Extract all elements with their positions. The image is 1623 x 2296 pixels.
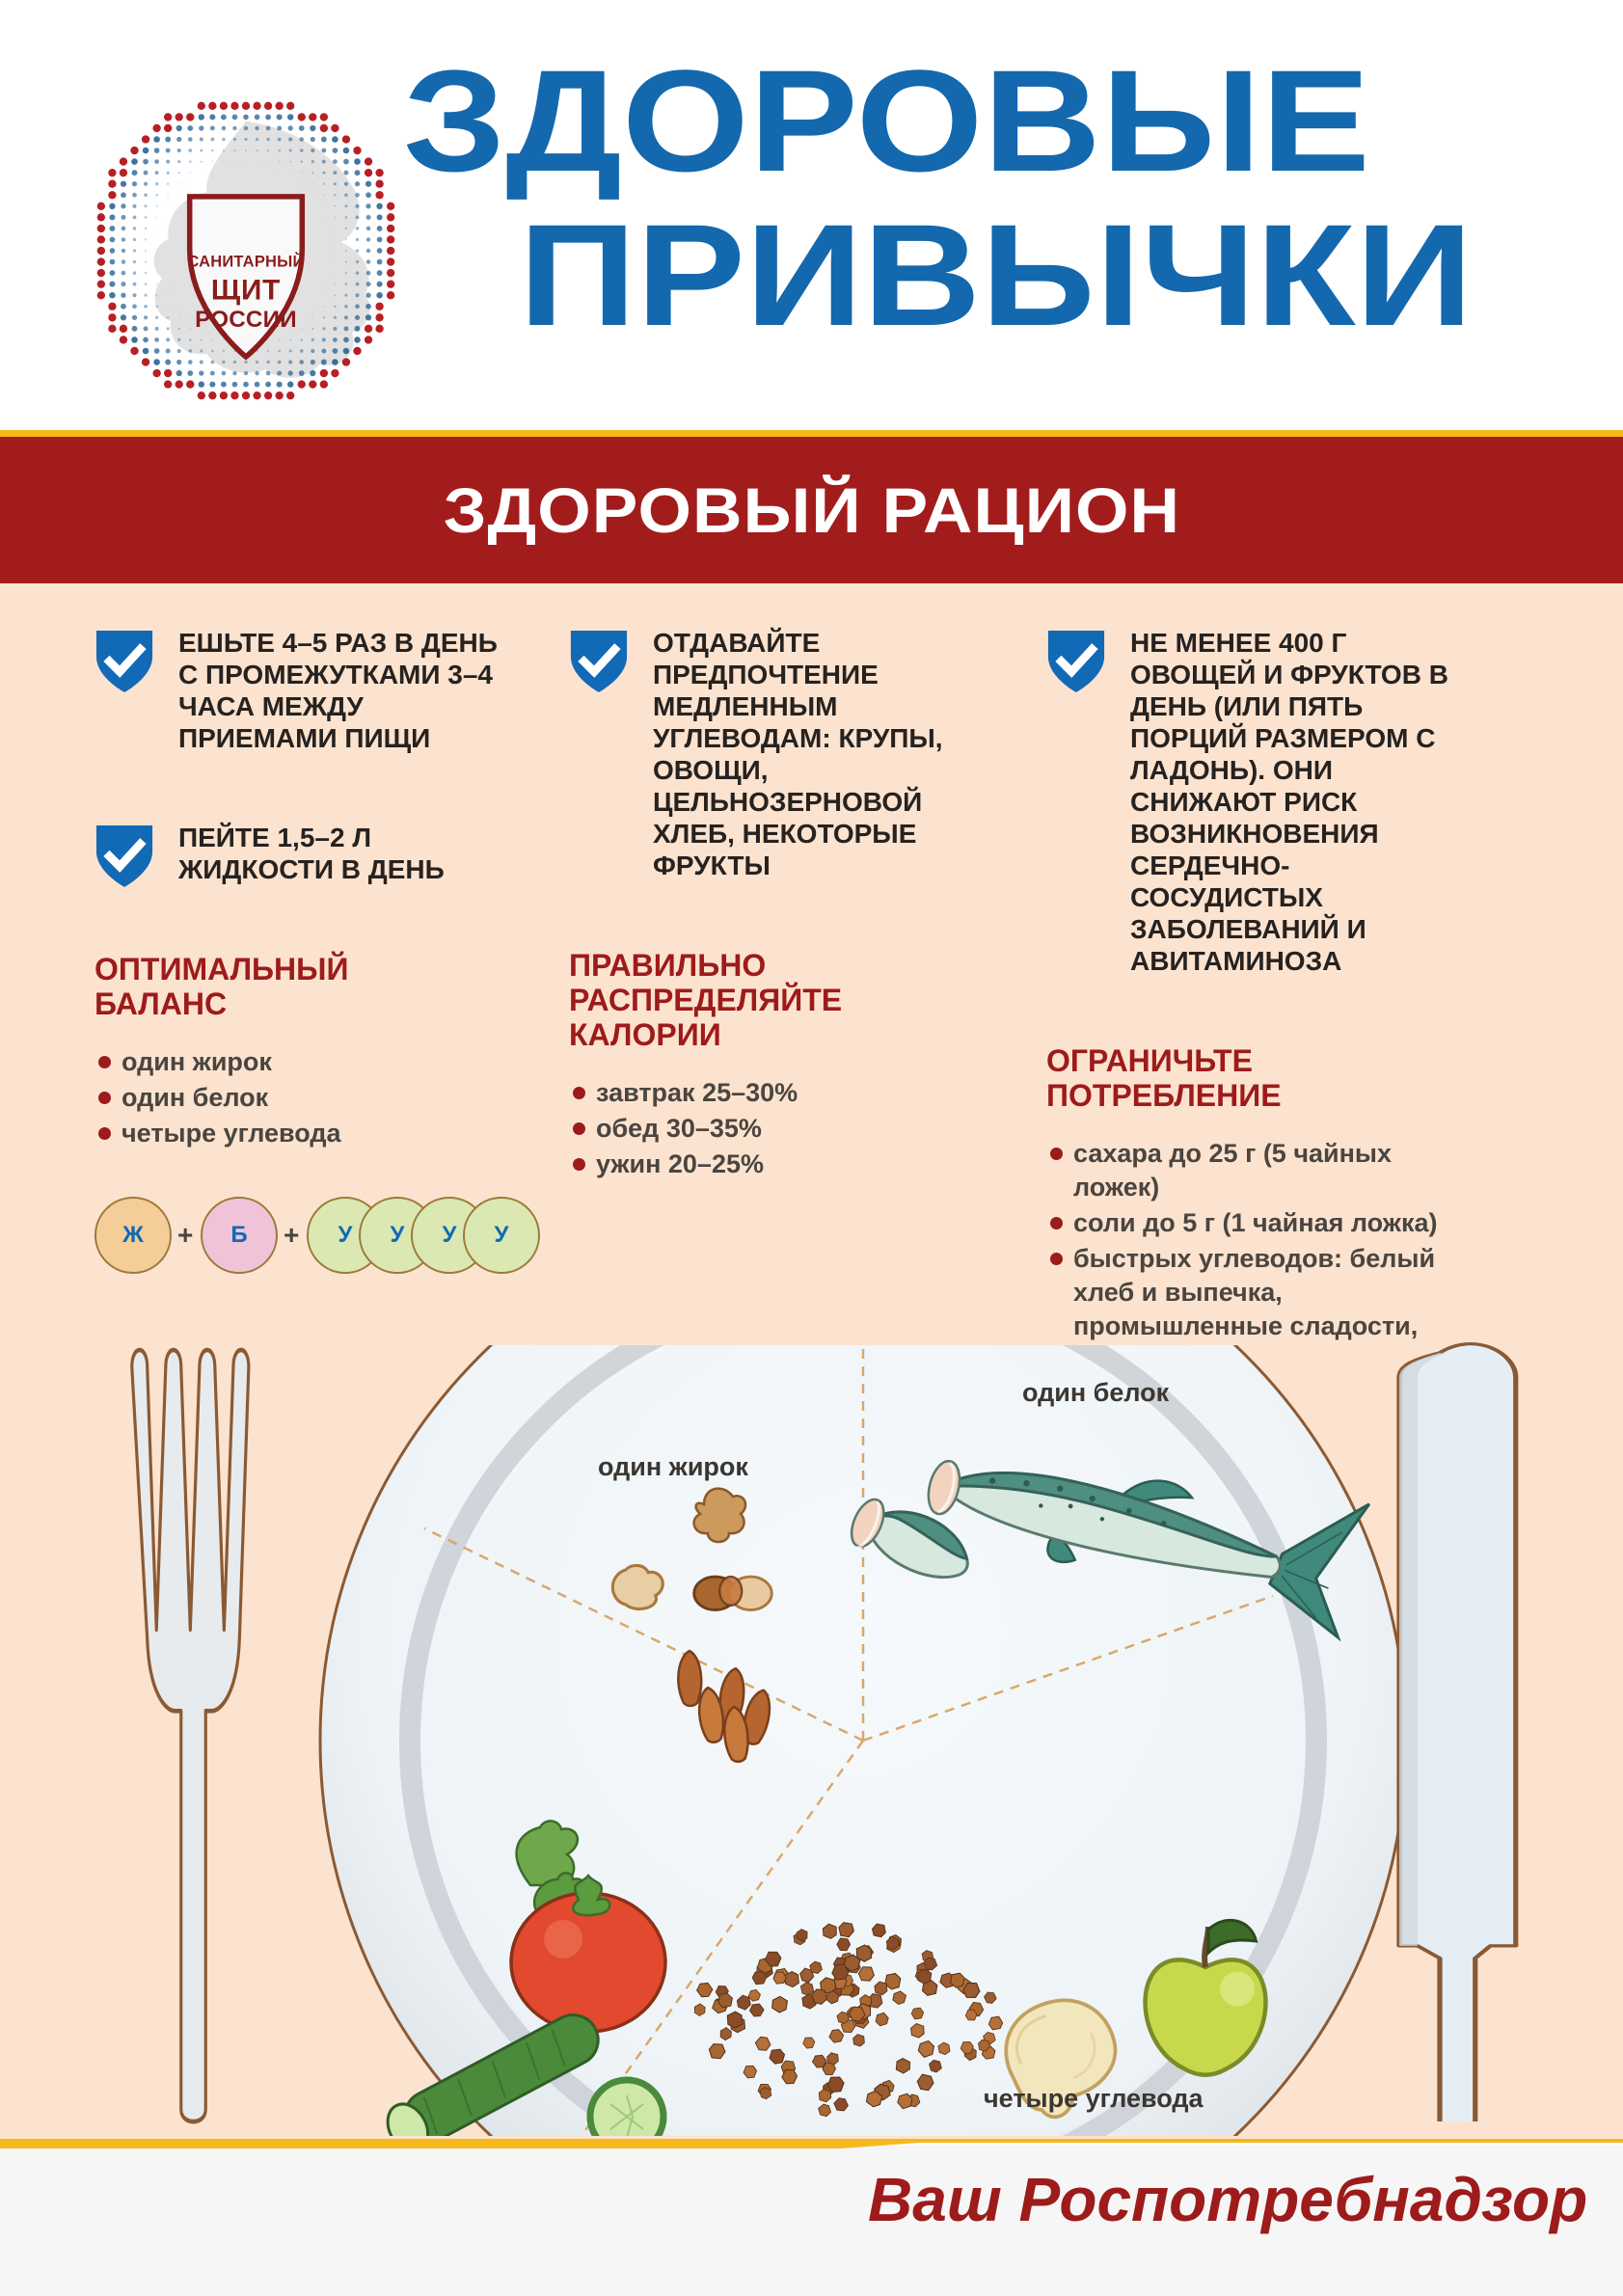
svg-text:САНИТАРНЫЙ: САНИТАРНЫЙ — [187, 253, 304, 271]
svg-text:РОССИИ: РОССИИ — [195, 307, 297, 333]
svg-text:четыре углевода: четыре углевода — [984, 2084, 1204, 2113]
svg-text:один белок: один белок — [1022, 1378, 1170, 1407]
svg-text:один жирок: один жирок — [598, 1452, 748, 1481]
svg-text:ЩИТ: ЩИТ — [211, 275, 281, 307]
